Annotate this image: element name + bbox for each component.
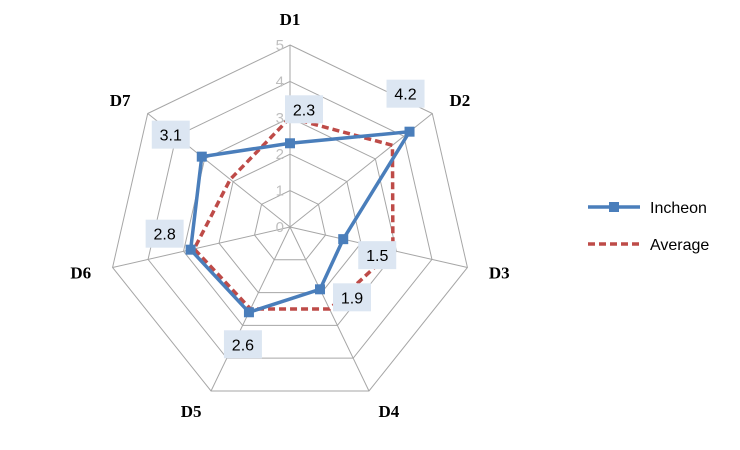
data-label-d5: 2.6	[223, 330, 262, 359]
tick-label-4: 4	[276, 73, 284, 90]
data-label-box-d7	[151, 120, 190, 149]
marker-incheon-d4	[315, 284, 326, 295]
legend-item-average: Average	[588, 237, 709, 254]
data-label-d7: 3.1	[151, 120, 190, 149]
marker-incheon-d5	[243, 307, 254, 318]
category-label-d6: D6	[70, 263, 91, 282]
radar-category-labels: D1 D2 D3 D4 D5 D6 D7	[70, 10, 509, 421]
radar-tick-labels: 0 1 2 3 4 5	[276, 37, 284, 236]
series-line-incheon	[188, 129, 413, 315]
data-label-box-d2	[386, 79, 425, 108]
grid-ring-1	[253, 190, 327, 261]
data-label-text-d7: 3.1	[160, 128, 182, 145]
legend-label-incheon: Incheon	[650, 200, 707, 217]
data-label-d3: 1.5	[358, 241, 397, 270]
marker-incheon-d2	[404, 126, 415, 137]
data-label-box-d3	[358, 241, 397, 270]
tick-label-3: 3	[276, 110, 284, 127]
radar-data-labels: 2.3 4.2 1.5 1.9 2.6 2.8 3.1	[145, 79, 425, 359]
radar-series	[185, 115, 415, 318]
data-label-text-d2: 4.2	[394, 87, 416, 104]
category-label-d3: D3	[489, 263, 510, 282]
grid-ring-5	[112, 44, 468, 392]
marker-incheon-d7	[196, 151, 207, 162]
category-label-d2: D2	[449, 91, 470, 110]
legend-label-average: Average	[650, 237, 709, 254]
data-label-text-d5: 2.6	[232, 337, 254, 354]
category-label-d4: D4	[379, 402, 400, 421]
category-label-d1: D1	[280, 10, 301, 29]
legend: Incheon Average	[588, 200, 709, 254]
tick-label-2: 2	[276, 146, 284, 163]
data-label-text-d6: 2.8	[154, 227, 176, 244]
category-label-d7: D7	[110, 91, 131, 110]
data-label-text-d4: 1.9	[341, 290, 363, 307]
marker-incheon-d1	[285, 138, 295, 149]
data-label-box-d4	[333, 283, 372, 312]
data-label-d1: 2.3	[285, 95, 323, 124]
grid-ring-2	[218, 153, 362, 294]
legend-marker-incheon	[609, 202, 619, 212]
marker-incheon-d3	[338, 234, 349, 245]
marker-incheon-d6	[185, 244, 196, 255]
legend-item-incheon: Incheon	[588, 200, 707, 217]
data-label-d4: 1.9	[333, 283, 372, 312]
axis-spoke-d6	[112, 226, 291, 268]
tick-label-1: 1	[276, 183, 284, 200]
data-label-d2: 4.2	[386, 79, 425, 108]
data-label-box-d5	[223, 330, 262, 359]
radar-grid	[112, 44, 468, 392]
tick-label-5: 5	[276, 37, 284, 54]
series-line-average	[192, 115, 395, 311]
data-label-d6: 2.8	[145, 219, 184, 248]
data-label-box-d1	[285, 95, 323, 124]
data-label-text-d1: 2.3	[293, 102, 315, 119]
tick-label-0: 0	[276, 219, 284, 236]
category-label-d5: D5	[181, 402, 202, 421]
data-label-text-d3: 1.5	[366, 248, 388, 265]
grid-ring-4	[147, 80, 433, 359]
data-label-box-d6	[145, 219, 184, 248]
